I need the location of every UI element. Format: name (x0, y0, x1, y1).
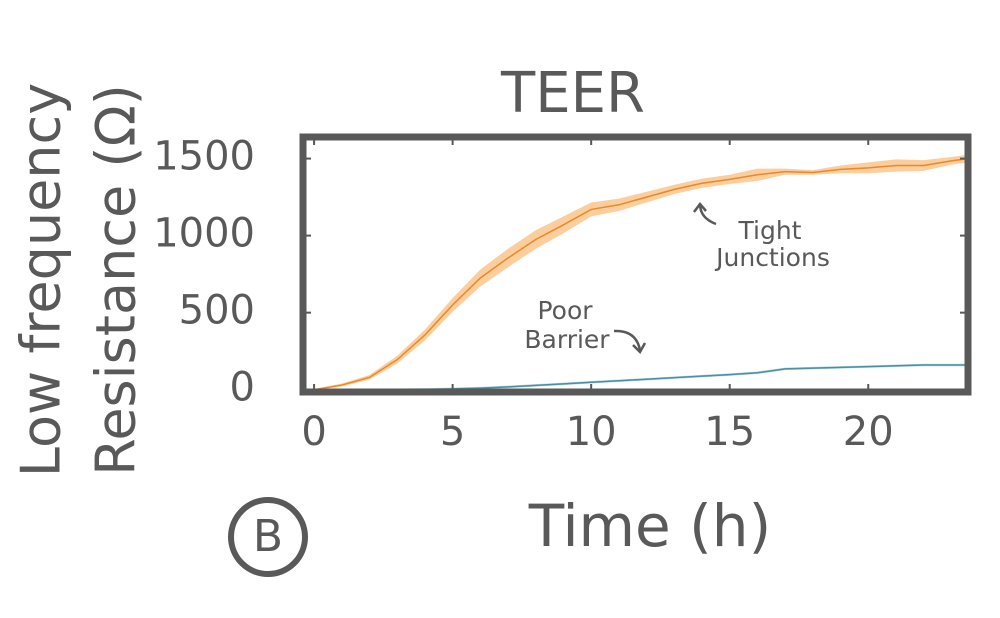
annotation: Junctions (714, 243, 830, 272)
x-tick-label: 20 (843, 409, 894, 455)
line (314, 364, 968, 391)
panel-badge (228, 497, 308, 577)
panel-label: B (253, 511, 283, 562)
y-axis-label: Resistance (Ω) (85, 84, 148, 476)
y-tick-label: 0 (230, 365, 255, 411)
x-tick-label: 0 (301, 409, 326, 455)
line (313, 157, 969, 391)
annotation-arrow (613, 329, 647, 355)
y-tick-label: 1500 (153, 134, 255, 180)
y-tick-label: 1000 (153, 211, 255, 257)
plot-frame (299, 133, 972, 396)
confidence-band (314, 154, 968, 391)
chart-title: TEER (500, 61, 645, 126)
y-tick-label: 500 (179, 288, 255, 334)
annotation: Tight (738, 216, 802, 245)
y-axis-label: Low frequency (10, 83, 73, 477)
annotation-arrow (693, 202, 717, 226)
x-tick-label: 5 (440, 409, 465, 455)
annotation: Barrier (524, 325, 610, 354)
x-tick-label: 15 (704, 409, 755, 455)
confidence-band (314, 363, 968, 391)
annotation: Poor (537, 296, 593, 325)
x-axis-label: Time (h) (528, 492, 771, 560)
x-tick-label: 10 (566, 409, 617, 455)
